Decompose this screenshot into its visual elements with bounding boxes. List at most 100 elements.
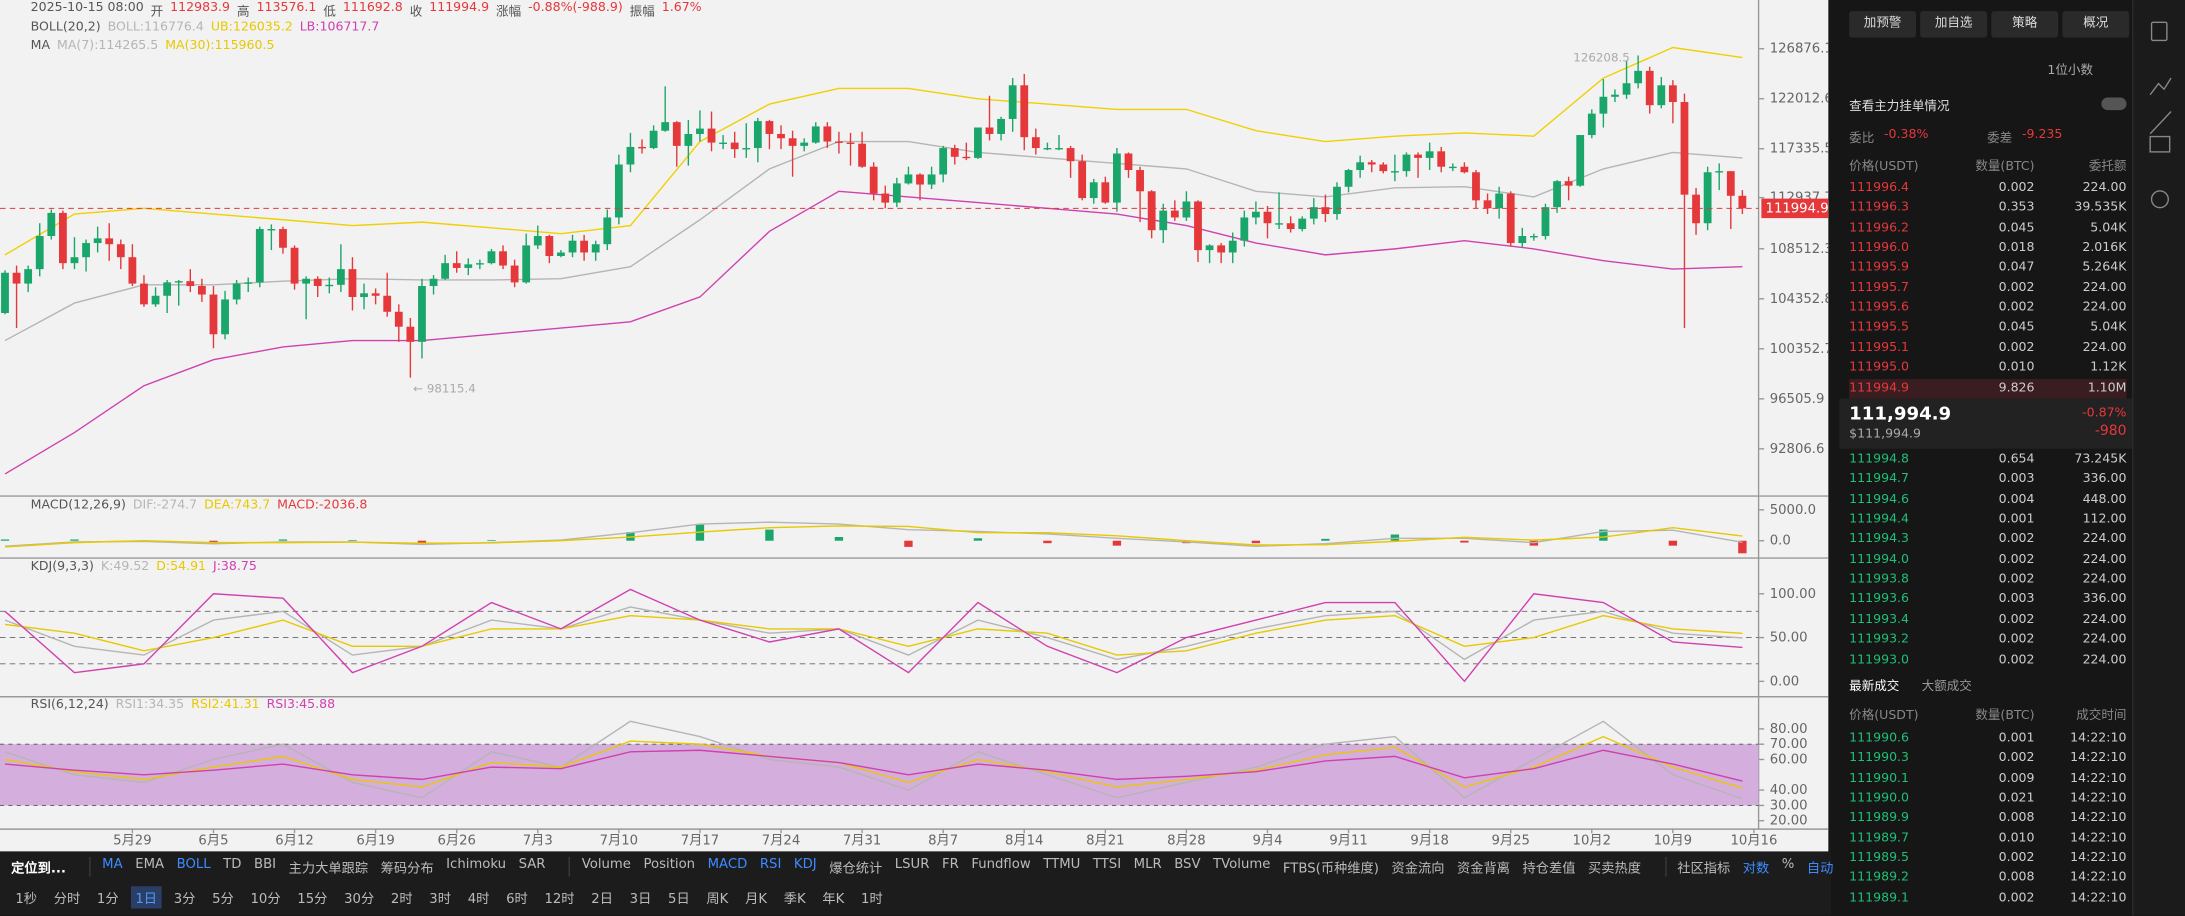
main-orders-link[interactable]: 查看主力挂单情况 — [1849, 100, 1950, 115]
panel-button[interactable]: 加自选 — [1920, 11, 1988, 38]
precision-select[interactable]: 1位小数 — [2047, 64, 2094, 79]
candle-body — [1703, 172, 1712, 224]
indicator-tab[interactable]: 筹码分布 — [380, 860, 434, 876]
indicator-tab[interactable]: EMA — [135, 856, 165, 872]
indicator-tab[interactable]: 爆仓统计 — [829, 860, 883, 876]
candle-body — [638, 146, 646, 149]
toggle[interactable] — [2101, 97, 2127, 111]
indicator-tab[interactable]: LSUR — [894, 856, 930, 872]
candle-body — [846, 142, 855, 145]
indicator-tab[interactable]: BSV — [1174, 856, 1201, 872]
icon[interactable] — [2149, 77, 2172, 96]
indicator-tab[interactable]: TVolume — [1213, 856, 1271, 872]
indicator-tab[interactable]: 资金背离 — [1457, 860, 1510, 876]
interval-tab[interactable]: 4时 — [467, 891, 490, 907]
interval-tab[interactable]: 6时 — [506, 891, 528, 907]
indicator-tab[interactable]: MLR — [1133, 856, 1162, 872]
candle-body — [1147, 191, 1156, 231]
cell: 0.004 — [1998, 492, 2035, 507]
ask-row: 111995.5 0.045 5.04K — [1849, 318, 2126, 338]
locate-button[interactable]: 定位到... — [11, 860, 66, 876]
interval-tab[interactable]: 1秒 — [15, 891, 37, 907]
interval-tab[interactable]: 月K — [745, 891, 768, 907]
interval-tab[interactable]: 1分 — [96, 891, 119, 907]
indicator-tab[interactable]: Volume — [581, 856, 631, 872]
indicator-tab[interactable]: FR — [941, 856, 959, 872]
interval-tab[interactable]: 2时 — [390, 891, 413, 907]
interval-tab[interactable]: 30分 — [344, 891, 375, 907]
cell: 224.00 — [2082, 612, 2127, 627]
indicator-tab[interactable]: TD — [223, 856, 242, 872]
icon[interactable] — [2150, 21, 2168, 42]
interval-tab[interactable]: 季K — [783, 891, 806, 907]
y-tick-label: 100.00 — [1770, 587, 1816, 602]
indicator-tab[interactable]: % — [1781, 856, 1795, 872]
interval-tab[interactable]: 1时 — [861, 891, 883, 907]
icon[interactable] — [2149, 111, 2172, 135]
indicator-tab[interactable]: TTMU — [1043, 856, 1081, 872]
indicator-tab[interactable]: SAR — [518, 856, 546, 872]
candle-body — [1472, 172, 1480, 201]
indicator-tab[interactable]: Position — [643, 856, 696, 872]
candle-body — [1205, 245, 1214, 251]
interval-tab[interactable]: 3日 — [629, 891, 652, 907]
indicator-tab[interactable]: KDJ — [793, 856, 817, 872]
panel-button[interactable]: 概况 — [2062, 11, 2130, 38]
interval-tab[interactable]: 5日 — [668, 891, 690, 907]
interval-tab[interactable]: 3分 — [173, 891, 196, 907]
candle-body — [753, 121, 762, 149]
indicator-tab[interactable]: MA — [102, 856, 123, 872]
interval-tab[interactable]: 1日 — [131, 885, 162, 908]
cell: 0.003 — [1998, 592, 2035, 607]
candle-body — [962, 156, 971, 159]
indicator-tab[interactable]: BOLL — [176, 856, 211, 872]
indicator-tab[interactable]: BBI — [254, 856, 277, 872]
panel-button[interactable]: 策略 — [1991, 11, 2059, 38]
candle-body — [603, 217, 612, 245]
y-tick-label: 40.00 — [1770, 783, 1808, 798]
panel-button[interactable]: 加预警 — [1849, 11, 1917, 38]
indicator-tab[interactable]: 买卖热度 — [1588, 860, 1642, 876]
bid-row: 111994.0 0.002 224.00 — [1849, 550, 2126, 570]
x-tick-label: 10月9 — [1654, 833, 1692, 848]
candle-body — [1599, 96, 1608, 114]
candle-body — [499, 251, 507, 266]
candle-body — [823, 126, 832, 142]
icon-strip — [2149, 21, 2172, 209]
indicator-tab[interactable]: 持仓差值 — [1522, 860, 1576, 876]
interval-tab[interactable]: 2日 — [591, 891, 613, 907]
icon[interactable] — [2150, 190, 2169, 209]
indicator-tab[interactable]: RSI — [759, 856, 782, 872]
indicator-tab[interactable]: TTSI — [1092, 856, 1122, 872]
interval-tab[interactable]: 10分 — [250, 891, 281, 907]
interval-tab[interactable]: 分时 — [53, 891, 81, 907]
x-tick-label: 6月5 — [198, 833, 228, 848]
cell: 0.353 — [1998, 201, 2035, 216]
trade-row: 111989.5 0.002 14:22:10 — [1849, 849, 2126, 869]
candle-body — [661, 122, 670, 131]
indicator-tab[interactable]: 主力大单跟踪 — [288, 860, 369, 876]
interval-tab[interactable]: 15分 — [297, 891, 328, 907]
candle-body — [1529, 236, 1538, 238]
trade-tab[interactable]: 最新成交 — [1849, 680, 1900, 694]
indicator-tab[interactable]: MACD — [707, 856, 748, 872]
interval-tab[interactable]: 年K — [822, 891, 845, 907]
interval-tab[interactable]: 5分 — [212, 891, 234, 907]
trade-tab[interactable]: 大额成交 — [1921, 680, 1972, 694]
indicator-tab[interactable]: 资金流向 — [1391, 860, 1445, 876]
cell: 14:22:10 — [2070, 751, 2127, 766]
indicator-line — [4, 588, 1743, 683]
indicator-tab[interactable]: Ichimoku — [446, 856, 507, 872]
indicator-tab[interactable]: 社区指标 — [1677, 860, 1731, 876]
cell: 0.002 — [1998, 552, 2035, 567]
candle-body — [649, 130, 658, 149]
candle-body — [1680, 102, 1689, 195]
indicator-tab[interactable]: Fundflow — [971, 856, 1031, 872]
indicator-tab[interactable]: FTBS(币种维度) — [1282, 860, 1379, 876]
interval-tab[interactable]: 周K — [706, 891, 729, 907]
interval-tab[interactable]: 3时 — [429, 891, 451, 907]
indicator-tab[interactable]: 对数 — [1742, 860, 1770, 876]
indicator-tab[interactable]: 自动 — [1806, 860, 1834, 876]
icon[interactable] — [2149, 135, 2171, 153]
interval-tab[interactable]: 12时 — [544, 891, 575, 907]
